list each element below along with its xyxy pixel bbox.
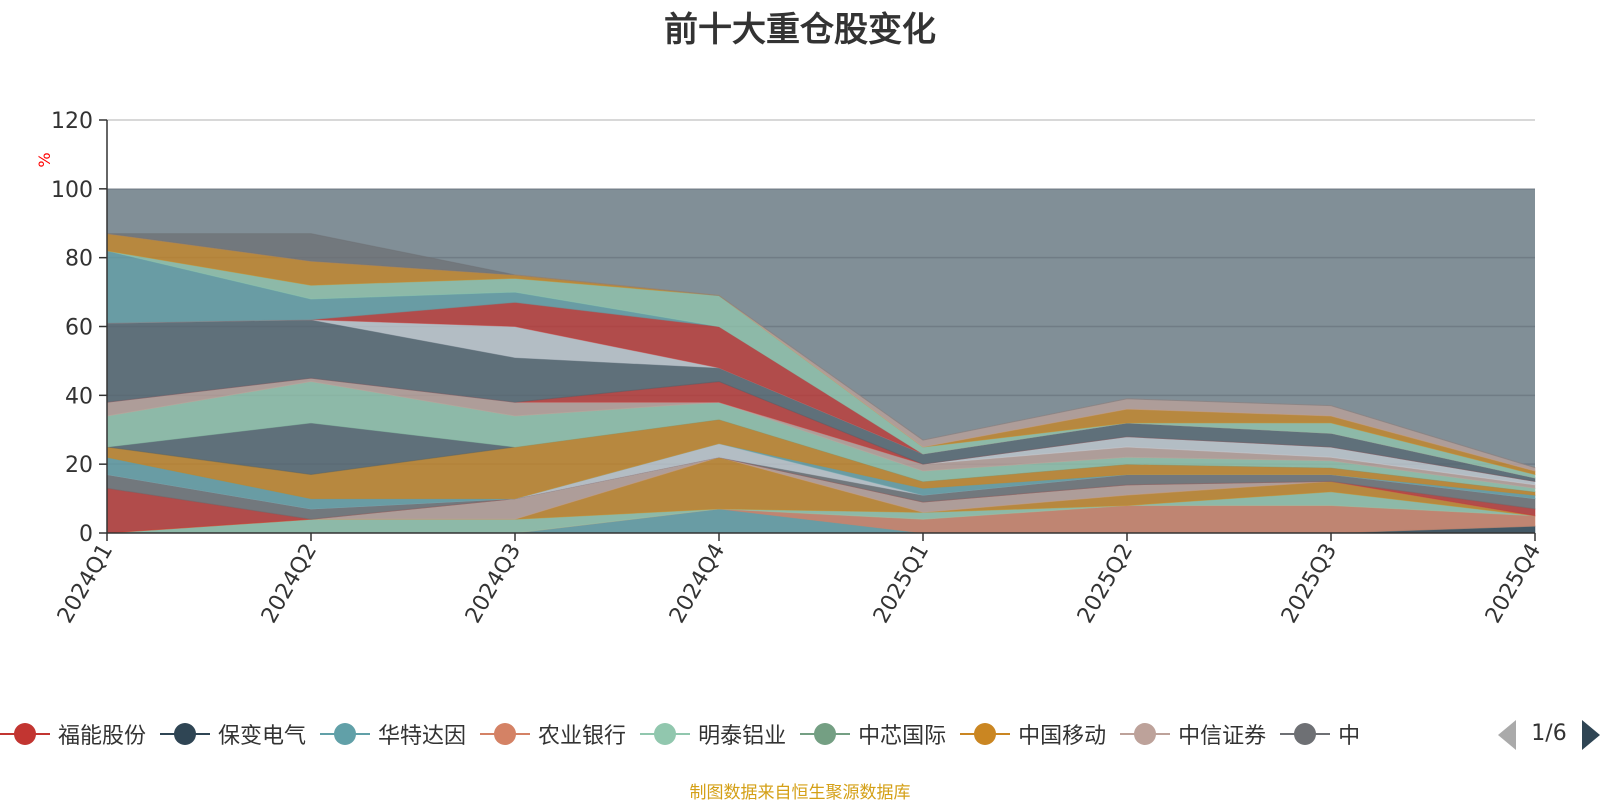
source-note: 制图数据来自恒生聚源数据库: [689, 783, 911, 803]
x-tick-label: 2024Q4: [665, 540, 730, 628]
legend-item[interactable]: 明泰铝业: [640, 718, 786, 750]
legend-label: 中: [1338, 724, 1361, 749]
legend-label: 中信证券: [1178, 724, 1267, 749]
y-tick-label: 80: [65, 247, 93, 272]
triangle-right-icon[interactable]: [1582, 720, 1600, 750]
x-tick-label: 2024Q3: [461, 540, 526, 628]
legend-marker-icon: [0, 722, 50, 746]
legend-marker-icon: [800, 722, 851, 746]
x-tick-label: 2025Q2: [1073, 540, 1138, 628]
legend-label: 中国移动: [1018, 724, 1107, 749]
y-tick-label: 60: [65, 316, 93, 341]
y-tick-label: 40: [65, 384, 93, 409]
legend-label: 保变电气: [218, 724, 307, 749]
y-tick-label: 20: [65, 453, 93, 478]
legend-label: 华特达因: [378, 724, 467, 749]
legend-page-indicator: 1/6: [1531, 721, 1567, 746]
legend-marker-icon: [960, 722, 1011, 746]
legend-pager: 1/6: [1498, 718, 1600, 750]
legend-label: 中芯国际: [858, 724, 947, 749]
legend-label: 明泰铝业: [698, 724, 787, 749]
legend-item[interactable]: 中: [1280, 718, 1360, 750]
triangle-left-icon[interactable]: [1498, 720, 1516, 750]
x-tick-label: 2025Q1: [869, 540, 934, 628]
y-tick-label: 0: [79, 522, 93, 547]
legend-item[interactable]: 中芯国际: [800, 718, 946, 750]
legend-marker-icon: [320, 722, 371, 746]
x-tick-label: 2025Q3: [1277, 540, 1342, 628]
y-tick-label: 120: [51, 109, 93, 134]
x-tick-label: 2024Q2: [257, 540, 322, 628]
legend-item[interactable]: 农业银行: [480, 718, 626, 750]
legend: 福能股份 保变电气 华特达因 农业银行 明泰铝业 中芯国际 中国移动 中信证券 中: [0, 714, 1490, 754]
legend-label: 农业银行: [538, 724, 627, 749]
legend-marker-icon: [1120, 722, 1171, 746]
legend-label: 福能股份: [58, 724, 147, 749]
y-axis-unit-label: %: [35, 152, 54, 167]
legend-item[interactable]: 保变电气: [160, 718, 306, 750]
legend-item[interactable]: 华特达因: [320, 718, 466, 750]
legend-marker-icon: [1280, 722, 1331, 746]
legend-item[interactable]: 中信证券: [1120, 718, 1266, 750]
legend-marker-icon: [640, 722, 691, 746]
legend-marker-icon: [480, 722, 531, 746]
legend-marker-icon: [160, 722, 211, 746]
chart-title: 前十大重仓股变化: [664, 10, 936, 50]
legend-item[interactable]: 中国移动: [960, 718, 1106, 750]
legend-item[interactable]: 福能股份: [0, 718, 146, 750]
x-tick-label: 2024Q1: [53, 540, 118, 628]
area-series-24: [106, 233, 1536, 469]
x-tick-label: 2025Q4: [1481, 540, 1546, 628]
y-tick-label: 100: [51, 178, 93, 203]
